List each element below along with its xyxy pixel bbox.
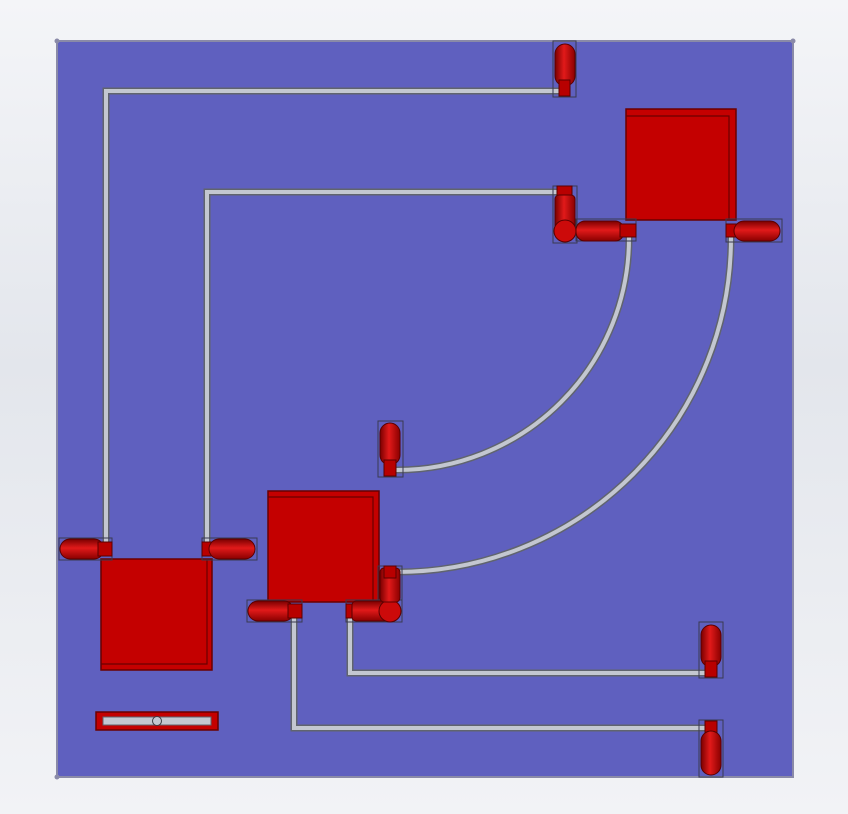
box-bottom-left[interactable] bbox=[100, 558, 213, 671]
fittings bbox=[58, 40, 783, 778]
plate-corner-tl bbox=[54, 38, 60, 44]
tube-inner-left[interactable] bbox=[203, 188, 562, 549]
fitting-bottom-right-b[interactable] bbox=[698, 719, 724, 778]
fitting-left-a[interactable] bbox=[58, 537, 113, 561]
fitting-right-b[interactable] bbox=[725, 218, 783, 243]
small-slot-bar[interactable] bbox=[95, 711, 219, 731]
tubes bbox=[102, 87, 735, 732]
fitting-right-a[interactable] bbox=[575, 218, 637, 242]
box-center[interactable] bbox=[267, 490, 380, 603]
box-top-right[interactable] bbox=[625, 108, 737, 221]
plate-corner-bl bbox=[54, 774, 60, 780]
fitting-bottom-right-a[interactable] bbox=[698, 621, 724, 679]
fitting-elbow-upper[interactable] bbox=[552, 185, 578, 244]
fitting-center-left[interactable] bbox=[246, 599, 303, 623]
tube-bottom-upper[interactable] bbox=[346, 614, 708, 677]
fitting-top[interactable] bbox=[552, 40, 577, 98]
fitting-center-vertical[interactable] bbox=[377, 565, 403, 603]
fitting-mid-vertical[interactable] bbox=[377, 420, 404, 478]
fitting-left-b[interactable] bbox=[201, 537, 258, 561]
tube-arc-outer[interactable] bbox=[393, 234, 735, 576]
tube-arc-inner[interactable] bbox=[393, 234, 633, 474]
tube-outer-left[interactable] bbox=[102, 87, 562, 549]
tube-bottom-lower[interactable] bbox=[290, 614, 708, 732]
plate-corner-tr bbox=[790, 38, 796, 44]
fitting-center-elbow[interactable] bbox=[345, 599, 403, 623]
